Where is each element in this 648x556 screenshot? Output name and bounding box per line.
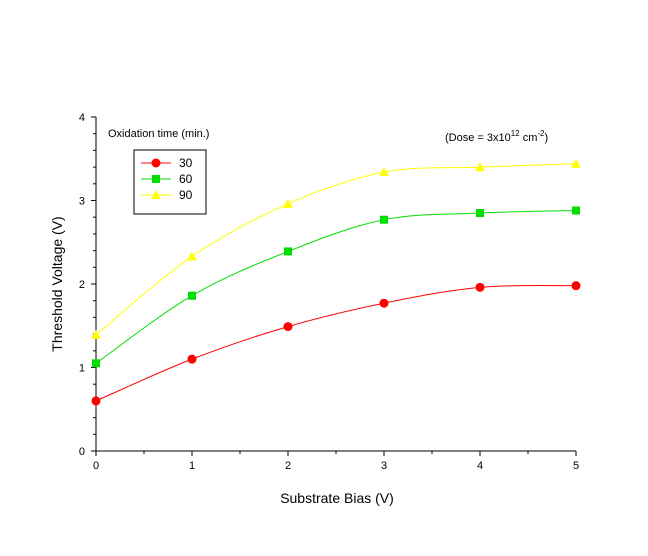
legend-marker-90	[151, 190, 161, 199]
y-tick-label: 0	[79, 446, 85, 458]
data-point-60	[284, 247, 292, 256]
legend-marker-60	[152, 175, 160, 183]
y-tick-label: 4	[79, 112, 85, 124]
x-tick-label: 4	[477, 460, 483, 472]
legend: 30 60 90	[133, 149, 207, 215]
x-tick-label: 1	[189, 460, 195, 472]
data-point-90	[571, 158, 581, 168]
data-point-30	[571, 281, 581, 291]
y-tick-label: 2	[79, 279, 85, 291]
x-tick-label: 0	[93, 460, 99, 472]
x-tick-label: 5	[573, 460, 579, 472]
dose-annotation: (Dose = 3x1012 cm-2)	[445, 129, 548, 144]
data-point-30	[379, 298, 389, 308]
data-point-90	[91, 329, 101, 339]
series-layer	[91, 158, 581, 406]
y-axis-title: Threshold Voltage (V)	[49, 216, 65, 351]
data-point-90	[475, 162, 485, 172]
data-point-60	[476, 209, 484, 218]
legend-label-30: 30	[179, 156, 193, 170]
legend-marker-30	[151, 158, 161, 168]
data-point-60	[188, 291, 196, 300]
series-line-60	[95, 210, 577, 364]
y-tick-label: 1	[79, 363, 85, 375]
data-point-30	[91, 396, 101, 406]
data-point-30	[283, 322, 293, 332]
data-point-60	[572, 206, 580, 215]
data-point-30	[475, 282, 485, 292]
legend-label-60: 60	[179, 172, 193, 186]
legend-title: Oxidation time (min.)	[108, 128, 209, 140]
data-point-90	[187, 251, 197, 261]
series-line-30	[95, 285, 577, 402]
data-point-90	[379, 167, 389, 177]
data-point-90	[283, 198, 293, 208]
y-tick-label: 3	[79, 196, 85, 208]
legend-label-90: 90	[179, 188, 193, 202]
data-point-60	[380, 215, 388, 224]
x-tick-label: 2	[285, 460, 291, 472]
series-line-90	[95, 163, 577, 336]
x-axis-title: Substrate Bias (V)	[280, 490, 394, 506]
data-point-30	[187, 354, 197, 364]
legend-box	[133, 149, 207, 215]
axes: 0 1 2 3 4 5 0 1 2 3 4	[79, 112, 579, 472]
x-tick-label: 3	[381, 460, 387, 472]
data-point-60	[92, 359, 100, 368]
